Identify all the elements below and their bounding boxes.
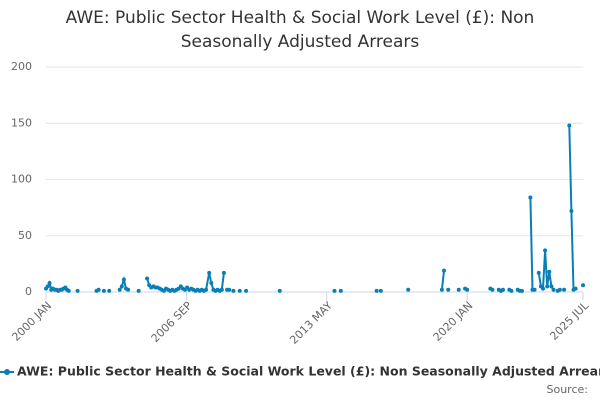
legend-label: AWE: Public Sector Health & Social Work … [17,364,600,379]
data-point [219,287,224,292]
data-point [569,209,574,213]
data-point [378,288,383,293]
data-point [573,286,578,291]
data-point [231,288,236,293]
data-point [549,284,554,289]
data-point [66,288,71,293]
data-point [528,195,533,200]
y-tick-label: 50 [18,229,32,242]
data-point [47,281,52,285]
x-tick-label: 2020 JAN [431,299,476,344]
data-point [490,287,495,292]
data-point [465,287,470,292]
data-point [547,269,552,274]
data-point [567,123,572,128]
data-point [126,287,131,292]
data-point [551,287,556,292]
data-point [406,287,411,292]
y-tick-label: 150 [11,116,32,129]
data-point [456,287,461,292]
data-point [117,287,122,292]
data-point [540,286,545,291]
y-tick-label: 200 [11,60,32,73]
data-point [557,287,562,292]
data-point [145,276,150,281]
series-line [46,126,583,291]
data-point [439,287,444,292]
data-point [237,288,242,293]
data-point [96,287,101,292]
data-point [545,284,550,289]
data-point [221,270,226,275]
data-point [562,287,567,292]
y-tick-label: 100 [11,173,32,186]
data-point [121,277,126,282]
source: Source: [547,383,589,396]
data-point [532,287,537,292]
data-point [277,288,282,293]
x-tick-label: 2006 SEP [149,299,195,345]
data-point [75,288,80,293]
chart-title: AWE: Public Sector Health & Social Work … [65,8,535,52]
data-point [209,281,214,285]
data-point [101,288,106,293]
data-point [543,248,548,253]
data-point [136,288,141,293]
data-point [536,270,541,275]
data-point [581,283,585,288]
data-point [509,288,514,293]
y-tick-label: 0 [25,285,32,298]
data-point [519,288,524,293]
data-point [227,287,232,292]
data-point [207,270,212,275]
data-point [500,287,505,292]
x-tick-label: 2025 JUL [547,298,591,342]
data-point [338,288,343,293]
data-point [442,268,447,273]
data-point [204,287,209,292]
data-point [45,284,50,289]
x-tick-label: 2013 MAY [287,299,335,347]
data-point [332,288,337,293]
data-point [446,287,451,292]
data-point [244,288,249,293]
data-point [119,284,124,289]
data-point [107,288,112,293]
legend-marker [4,369,10,375]
x-tick-label: 2000 JAN [9,299,54,344]
data-point [374,288,379,293]
